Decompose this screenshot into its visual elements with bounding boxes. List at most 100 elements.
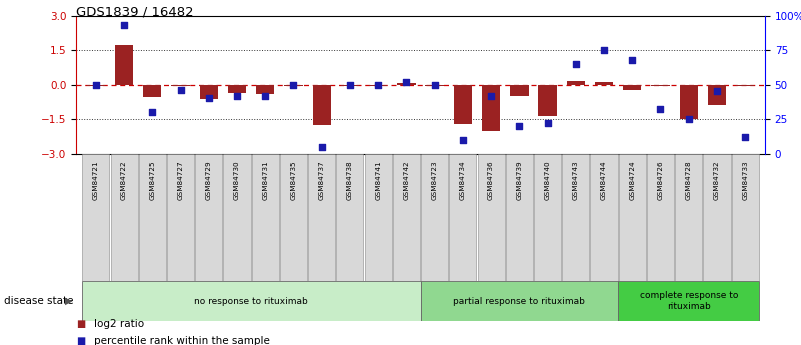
FancyBboxPatch shape xyxy=(647,154,674,281)
Point xyxy=(287,82,300,87)
FancyBboxPatch shape xyxy=(449,154,477,281)
Text: GSM84729: GSM84729 xyxy=(206,160,211,199)
Text: GSM84742: GSM84742 xyxy=(404,160,409,199)
Bar xyxy=(312,85,331,125)
Bar xyxy=(340,85,359,86)
Text: disease state: disease state xyxy=(4,296,74,306)
FancyBboxPatch shape xyxy=(111,154,138,281)
Point xyxy=(146,109,159,115)
Point xyxy=(231,93,244,98)
Point xyxy=(429,82,441,87)
FancyBboxPatch shape xyxy=(223,154,251,281)
Bar xyxy=(369,85,388,86)
Point xyxy=(259,93,272,98)
Text: GSM84731: GSM84731 xyxy=(262,160,268,199)
Text: GSM84739: GSM84739 xyxy=(517,160,522,199)
Bar xyxy=(482,85,501,130)
FancyBboxPatch shape xyxy=(82,281,421,321)
Text: GSM84726: GSM84726 xyxy=(658,160,663,199)
FancyBboxPatch shape xyxy=(703,154,731,281)
Text: GSM84730: GSM84730 xyxy=(234,160,240,199)
Point xyxy=(570,61,582,67)
Point xyxy=(174,87,187,93)
Bar xyxy=(87,85,105,86)
Text: GSM84723: GSM84723 xyxy=(432,160,437,199)
Point xyxy=(541,120,554,126)
Point xyxy=(316,144,328,149)
Text: GSM84736: GSM84736 xyxy=(488,160,494,199)
Text: GSM84724: GSM84724 xyxy=(630,160,635,199)
FancyBboxPatch shape xyxy=(392,154,420,281)
FancyBboxPatch shape xyxy=(308,154,336,281)
FancyBboxPatch shape xyxy=(252,154,279,281)
Text: percentile rank within the sample: percentile rank within the sample xyxy=(94,336,270,345)
Text: GSM84744: GSM84744 xyxy=(601,160,607,199)
Bar xyxy=(679,85,698,119)
Text: GDS1839 / 16482: GDS1839 / 16482 xyxy=(76,5,194,18)
Bar xyxy=(651,85,670,86)
Bar xyxy=(623,85,642,90)
Text: no response to rituximab: no response to rituximab xyxy=(195,296,308,306)
FancyBboxPatch shape xyxy=(167,154,194,281)
Text: GSM84738: GSM84738 xyxy=(347,160,353,199)
Text: GSM84725: GSM84725 xyxy=(149,160,155,199)
FancyBboxPatch shape xyxy=(590,154,618,281)
Bar xyxy=(227,85,246,92)
Bar xyxy=(736,85,755,86)
FancyBboxPatch shape xyxy=(364,154,392,281)
FancyBboxPatch shape xyxy=(505,154,533,281)
Text: partial response to rituximab: partial response to rituximab xyxy=(453,296,586,306)
Bar xyxy=(708,85,727,105)
Point xyxy=(739,134,751,140)
Bar xyxy=(199,85,218,99)
FancyBboxPatch shape xyxy=(336,154,364,281)
Bar xyxy=(143,85,162,97)
Bar xyxy=(171,85,190,86)
Point xyxy=(654,107,667,112)
Point xyxy=(344,82,356,87)
Text: ▶: ▶ xyxy=(65,296,72,306)
FancyBboxPatch shape xyxy=(618,281,759,321)
Text: complete response to
rituximab: complete response to rituximab xyxy=(639,291,738,311)
Text: GSM84741: GSM84741 xyxy=(375,160,381,199)
FancyBboxPatch shape xyxy=(421,154,449,281)
Bar xyxy=(595,82,614,85)
Text: GSM84732: GSM84732 xyxy=(714,160,720,199)
Point xyxy=(118,22,131,28)
Text: GSM84737: GSM84737 xyxy=(319,160,324,199)
Point xyxy=(400,79,413,85)
Point xyxy=(626,57,638,62)
FancyBboxPatch shape xyxy=(139,154,166,281)
Point xyxy=(682,116,695,122)
Text: GSM84734: GSM84734 xyxy=(460,160,466,199)
Bar xyxy=(115,46,133,85)
FancyBboxPatch shape xyxy=(562,154,590,281)
Text: log2 ratio: log2 ratio xyxy=(94,319,144,329)
Point xyxy=(710,89,723,94)
Point xyxy=(513,123,525,129)
Bar xyxy=(284,85,303,86)
Text: ■: ■ xyxy=(76,336,86,345)
Point xyxy=(485,93,497,98)
Text: GSM84733: GSM84733 xyxy=(743,160,748,199)
Point xyxy=(90,82,103,87)
Bar xyxy=(453,85,472,124)
FancyBboxPatch shape xyxy=(618,154,646,281)
Text: ■: ■ xyxy=(76,319,86,329)
Text: GSM84721: GSM84721 xyxy=(93,160,99,199)
FancyBboxPatch shape xyxy=(421,281,618,321)
Bar xyxy=(538,85,557,116)
Bar xyxy=(397,83,416,85)
FancyBboxPatch shape xyxy=(675,154,702,281)
Point xyxy=(598,47,610,53)
FancyBboxPatch shape xyxy=(477,154,505,281)
Text: GSM84743: GSM84743 xyxy=(573,160,579,199)
Text: GSM84735: GSM84735 xyxy=(291,160,296,199)
Bar xyxy=(566,81,585,85)
Text: GSM84722: GSM84722 xyxy=(121,160,127,199)
FancyBboxPatch shape xyxy=(195,154,223,281)
Text: GSM84728: GSM84728 xyxy=(686,160,692,199)
Bar xyxy=(425,85,444,86)
Point xyxy=(372,82,384,87)
FancyBboxPatch shape xyxy=(83,154,110,281)
